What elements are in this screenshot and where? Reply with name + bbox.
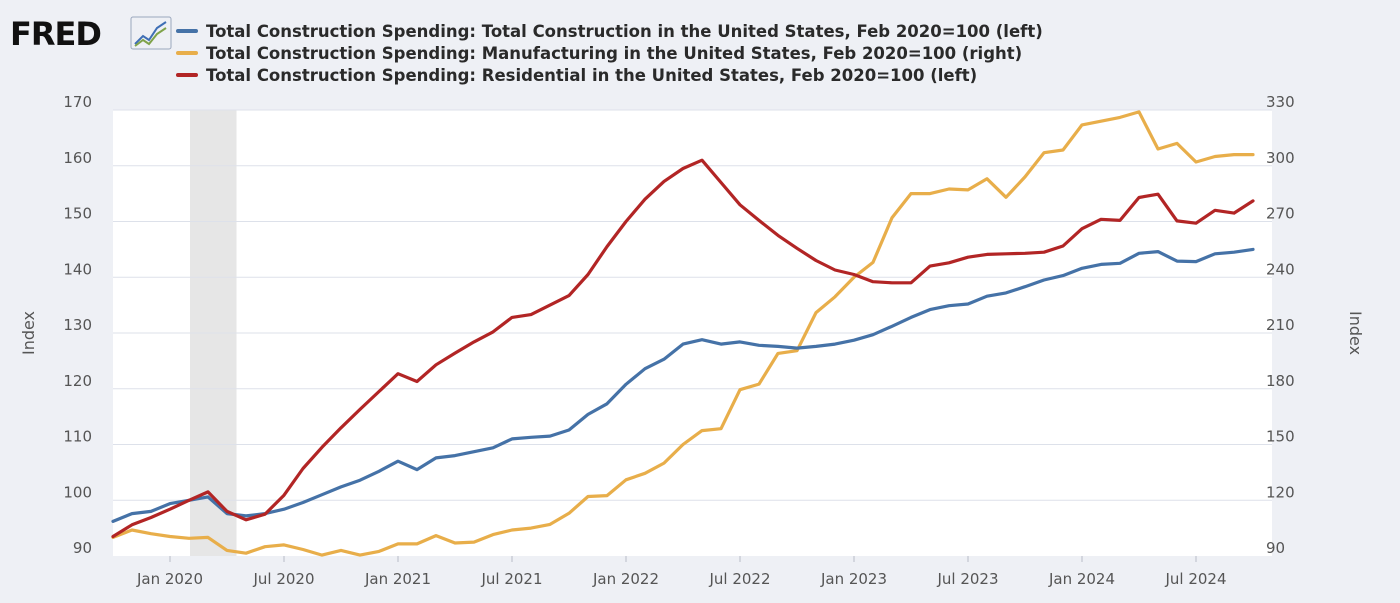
x-tick-label: Jan 2022 — [592, 570, 659, 588]
x-tick-label: Jul 2020 — [252, 570, 314, 588]
y-tick-label-left: 150 — [63, 205, 92, 223]
fred-logo-text: FRED — [10, 15, 102, 53]
x-tick-label: Jul 2023 — [936, 570, 998, 588]
y-tick-label-left: 110 — [63, 428, 92, 446]
y-tick-label-right: 210 — [1266, 316, 1295, 334]
y-tick-label-left: 170 — [63, 93, 92, 111]
series-line-manufacturing[interactable] — [111, 110, 1255, 557]
y-tick-label-right: 120 — [1266, 483, 1295, 501]
legend-swatch-total — [176, 29, 198, 33]
y-tick-label-right: 150 — [1266, 428, 1295, 446]
x-tick-label: Jan 2020 — [136, 570, 203, 588]
y-tick-label-left: 90 — [73, 539, 92, 557]
legend-item-residential[interactable]: Total Construction Spending: Residential… — [176, 64, 1043, 86]
line-chart-icon — [130, 16, 172, 50]
legend-label-residential: Total Construction Spending: Residential… — [206, 65, 978, 85]
y-tick-label-left: 120 — [63, 372, 92, 390]
y-tick-label-right: 330 — [1266, 93, 1295, 111]
y-tick-label-left: 160 — [63, 149, 92, 167]
legend-label-manufacturing: Total Construction Spending: Manufacturi… — [206, 43, 1023, 63]
x-tick-label: Jul 2022 — [708, 570, 770, 588]
y-axis-title-left: Index — [19, 311, 38, 355]
legend-swatch-residential — [176, 73, 198, 77]
legend-swatch-manufacturing — [176, 51, 198, 55]
x-tick-label: Jul 2024 — [1164, 570, 1226, 588]
legend-label-total: Total Construction Spending: Total Const… — [206, 21, 1043, 41]
y-tick-label-right: 300 — [1266, 149, 1295, 167]
legend-item-total[interactable]: Total Construction Spending: Total Const… — [176, 20, 1043, 42]
y-tick-label-right: 270 — [1266, 205, 1295, 223]
y-axis-title-right: Index — [1346, 311, 1365, 355]
y-tick-label-right: 90 — [1266, 539, 1285, 557]
x-tick-label: Jan 2024 — [1048, 570, 1115, 588]
x-tick-label: Jan 2023 — [820, 570, 887, 588]
y-tick-label-left: 100 — [63, 483, 92, 501]
x-tick-label: Jul 2021 — [480, 570, 542, 588]
y-tick-label-right: 240 — [1266, 260, 1295, 278]
series-line-total[interactable] — [111, 247, 1255, 524]
series-line-residential[interactable] — [111, 158, 1255, 539]
y-tick-label-left: 140 — [63, 260, 92, 278]
legend-item-manufacturing[interactable]: Total Construction Spending: Manufacturi… — [176, 42, 1043, 64]
y-tick-label-left: 130 — [63, 316, 92, 334]
x-tick-label: Jan 2021 — [364, 570, 431, 588]
chart-legend: Total Construction Spending: Total Const… — [176, 20, 1043, 86]
y-tick-label-right: 180 — [1266, 372, 1295, 390]
